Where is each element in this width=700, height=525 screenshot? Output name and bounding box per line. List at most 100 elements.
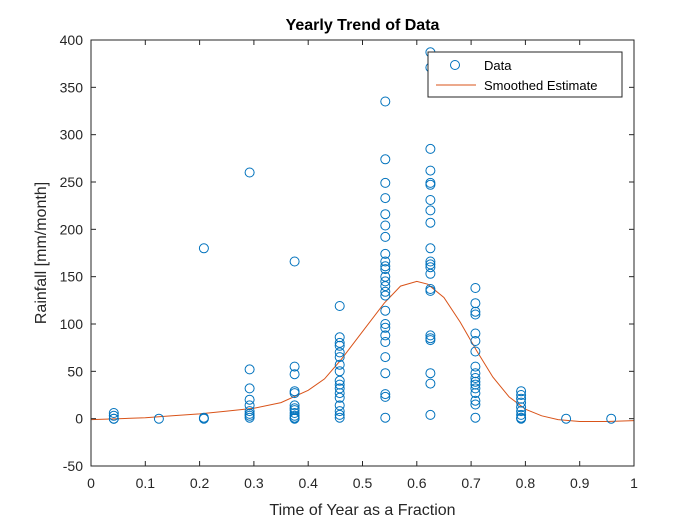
data-point — [470, 412, 481, 423]
data-point — [425, 378, 436, 389]
data-point — [380, 305, 391, 316]
data-point — [470, 376, 481, 387]
data-point — [380, 264, 391, 275]
data-point — [380, 368, 391, 379]
data-point — [289, 256, 300, 267]
y-tick-label: 50 — [67, 363, 83, 379]
data-point — [380, 286, 391, 297]
data-point — [289, 369, 300, 380]
data-point — [425, 409, 436, 420]
data-point — [425, 285, 436, 296]
y-tick-label: 400 — [60, 32, 84, 48]
data-point — [334, 301, 345, 311]
data-point — [108, 410, 119, 421]
data-point — [425, 179, 436, 190]
data-point — [425, 256, 436, 267]
x-tick-label: 0.4 — [298, 475, 318, 491]
data-point — [516, 386, 527, 397]
data-point — [334, 388, 345, 399]
x-tick-label: 0 — [87, 475, 95, 491]
data-point — [334, 359, 345, 370]
data-point — [425, 195, 436, 205]
data-point — [244, 394, 255, 405]
data-point — [470, 399, 481, 410]
data-point — [244, 412, 255, 423]
x-axis-label: Time of Year as a Fraction — [269, 502, 455, 519]
data-point — [244, 364, 255, 375]
data-point — [380, 256, 391, 267]
data-point — [425, 143, 436, 154]
data-point — [425, 262, 436, 273]
data-point — [244, 167, 255, 178]
data-point — [244, 383, 255, 394]
data-point — [289, 413, 300, 424]
data-point — [516, 406, 527, 417]
data-point — [289, 388, 300, 399]
data-point — [470, 306, 481, 317]
data-point — [380, 322, 391, 333]
data-point — [516, 413, 527, 424]
data-point — [334, 412, 345, 423]
data-point — [470, 383, 481, 394]
data-point — [380, 96, 391, 107]
x-tick-label: 0.2 — [190, 475, 210, 491]
data-point — [244, 406, 255, 417]
smoothed-estimate-line — [90, 280, 635, 422]
data-point — [198, 413, 209, 424]
data-point — [334, 375, 345, 386]
y-tick-label: 250 — [60, 174, 84, 190]
data-point — [516, 409, 527, 420]
data-point — [380, 231, 391, 242]
data-point — [334, 392, 345, 403]
data-point — [425, 268, 436, 279]
legend-label-smoothed: Smoothed Estimate — [484, 78, 597, 93]
chart-title: Yearly Trend of Data — [286, 17, 440, 34]
legend-box — [427, 51, 623, 98]
y-tick-label: 200 — [60, 221, 84, 237]
y-tick-label: 0 — [75, 411, 83, 427]
x-tick-label: 1 — [630, 475, 638, 491]
data-point — [516, 402, 527, 413]
y-tick-label: 350 — [60, 79, 84, 95]
data-point — [380, 177, 391, 188]
data-point — [380, 330, 391, 341]
data-point — [108, 413, 119, 424]
data-point — [334, 347, 345, 358]
data-point — [380, 276, 391, 287]
data-point — [380, 209, 391, 220]
y-tick-label: 100 — [60, 316, 84, 332]
data-point — [425, 243, 436, 254]
data-point — [380, 154, 391, 165]
data-point — [289, 400, 300, 411]
data-point — [470, 336, 481, 346]
x-tick-label: 0.8 — [516, 475, 536, 491]
data-point — [470, 309, 481, 320]
data-point — [425, 165, 436, 176]
data-point — [380, 352, 391, 363]
data-point — [380, 248, 391, 259]
data-point — [334, 406, 345, 417]
data-point — [380, 220, 391, 231]
data-point — [380, 261, 391, 272]
data-point — [561, 413, 572, 424]
data-point — [425, 205, 436, 216]
plot-area — [91, 40, 634, 466]
y-tick-label: 150 — [60, 269, 84, 285]
data-point — [380, 193, 391, 204]
y-axis-label: Rainfall [mm/month] — [33, 182, 50, 324]
data-point — [153, 413, 164, 424]
x-tick-label: 0.6 — [407, 475, 427, 491]
x-tick-label: 0.5 — [353, 475, 373, 491]
data-point — [425, 217, 436, 228]
data-point — [380, 337, 391, 347]
data-point — [470, 283, 481, 293]
x-tick-label: 0.9 — [570, 475, 590, 491]
x-tick-label: 0.7 — [461, 475, 481, 491]
y-tick-label: 300 — [60, 127, 84, 143]
data-point — [380, 389, 391, 400]
data-point — [380, 391, 391, 402]
legend-marker-data — [450, 60, 460, 70]
data-point — [470, 328, 481, 339]
data-point — [470, 346, 481, 357]
